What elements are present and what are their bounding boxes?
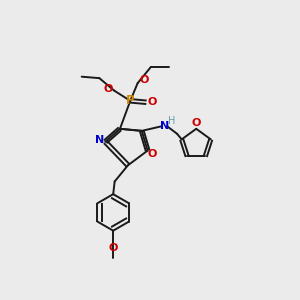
Text: O: O (147, 149, 157, 159)
Text: O: O (109, 243, 118, 253)
Text: O: O (191, 118, 201, 128)
Text: P: P (126, 94, 135, 107)
Text: N: N (160, 122, 169, 131)
Text: O: O (140, 75, 149, 85)
Text: O: O (148, 97, 157, 107)
Text: O: O (103, 84, 113, 94)
Text: N: N (95, 135, 105, 145)
Text: H: H (167, 116, 175, 126)
